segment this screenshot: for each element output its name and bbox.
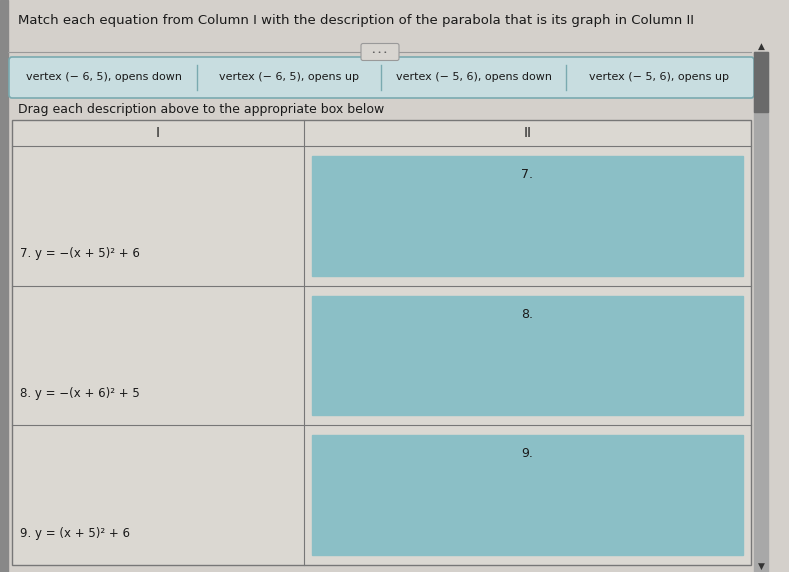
Text: • • •: • • •	[372, 50, 387, 55]
Text: ▼: ▼	[757, 562, 765, 570]
FancyBboxPatch shape	[361, 43, 399, 61]
Bar	[754, 52, 768, 112]
Text: 8.: 8.	[522, 308, 533, 321]
Text: II: II	[523, 126, 532, 140]
Bar	[754, 52, 768, 572]
Text: 8. y = −(x + 6)² + 5: 8. y = −(x + 6)² + 5	[20, 387, 140, 400]
Text: Match each equation from Column I with the description of the parabola that is i: Match each equation from Column I with t…	[18, 14, 694, 27]
Text: 7.: 7.	[522, 168, 533, 181]
Text: vertex (− 6, 5), opens up: vertex (− 6, 5), opens up	[219, 73, 359, 82]
Bar	[312, 156, 743, 276]
Bar	[312, 296, 743, 415]
Text: vertex (− 6, 5), opens down: vertex (− 6, 5), opens down	[26, 73, 182, 82]
Text: ▲: ▲	[757, 42, 765, 50]
Bar	[12, 120, 751, 565]
FancyBboxPatch shape	[9, 57, 754, 98]
Bar	[0, 0, 8, 572]
Text: 7. y = −(x + 5)² + 6: 7. y = −(x + 5)² + 6	[20, 247, 140, 260]
Bar	[312, 435, 743, 555]
Bar	[12, 120, 751, 565]
Text: I: I	[156, 126, 160, 140]
Text: 9. y = (x + 5)² + 6: 9. y = (x + 5)² + 6	[20, 526, 130, 539]
Text: vertex (− 5, 6), opens down: vertex (− 5, 6), opens down	[396, 73, 552, 82]
Text: Drag each description above to the appropriate box below: Drag each description above to the appro…	[18, 103, 384, 116]
Text: 9.: 9.	[522, 447, 533, 460]
Text: vertex (− 5, 6), opens up: vertex (− 5, 6), opens up	[589, 73, 728, 82]
